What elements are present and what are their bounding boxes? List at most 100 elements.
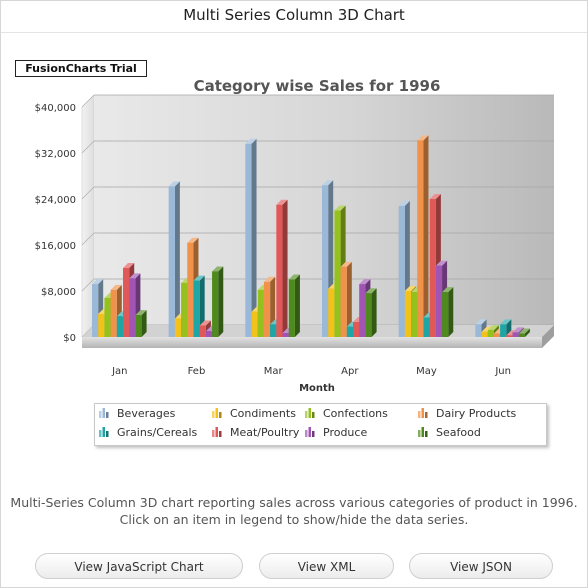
column-top [193, 275, 205, 281]
legend-item[interactable]: Meat/Poultry [212, 426, 299, 442]
column-top [359, 279, 371, 285]
column-top [187, 237, 199, 243]
description-line-1: Multi-Series Column 3D chart reporting s… [10, 495, 578, 510]
floor-side [542, 325, 554, 348]
legend-label: Beverages [117, 407, 176, 420]
column-top [404, 286, 417, 291]
column [181, 282, 188, 337]
column-top [475, 319, 487, 325]
column-side [423, 135, 429, 337]
column [282, 332, 289, 337]
legend-label: Grains/Cereals [117, 426, 198, 439]
column [481, 331, 488, 337]
legend-swatch-icon [99, 427, 109, 437]
column-top [435, 260, 448, 266]
column [92, 284, 99, 337]
column [276, 204, 283, 337]
gridline-side [81, 140, 95, 154]
column [506, 335, 513, 337]
column-side [294, 274, 300, 337]
legend-label: Seafood [436, 426, 481, 439]
column [199, 325, 206, 337]
y-tick-label: $32,000 [35, 149, 76, 160]
y-tick-label: $16,000 [35, 241, 76, 252]
column [493, 333, 501, 337]
column-top [429, 194, 441, 199]
floor-front [82, 337, 542, 348]
legend-label: Confections [323, 407, 388, 420]
column-side [524, 328, 530, 337]
column [359, 284, 366, 337]
legend-label: Produce [323, 426, 368, 439]
column-3d-chart: Category wise Sales for 1996 $0 $8,000 $16… [35, 77, 554, 394]
column [288, 279, 295, 337]
column-top [334, 205, 346, 211]
column [411, 292, 418, 337]
column-top [340, 261, 352, 267]
column-top [129, 273, 141, 279]
column [135, 315, 142, 337]
column [245, 143, 252, 337]
column [322, 185, 329, 337]
x-axis-label: Month [299, 383, 335, 394]
legend-swatch-icon [418, 408, 428, 418]
x-tick-label: Mar [264, 366, 284, 377]
column [104, 297, 111, 337]
x-tick-label: Jan [111, 366, 127, 377]
column-top [168, 181, 180, 187]
column [365, 293, 372, 337]
column [487, 330, 494, 337]
legend-label: Dairy Products [436, 407, 517, 420]
legend-item[interactable]: Grains/Cereals [99, 426, 197, 442]
column-top [276, 199, 288, 205]
x-tick-label: Jun [494, 366, 511, 377]
column-side [251, 138, 257, 337]
column-side [174, 181, 180, 337]
gridline-side [81, 232, 95, 246]
view-xml-button[interactable]: View XML [259, 553, 394, 579]
column-side [371, 288, 377, 337]
column [435, 265, 443, 337]
column [340, 266, 347, 337]
gridline-side [81, 94, 95, 108]
column-top [92, 279, 104, 285]
description-line-2: Click on an item in legend to show/hide … [119, 512, 469, 527]
y-tick-label: $40,000 [35, 103, 76, 114]
legend-item[interactable]: Seafood [418, 426, 481, 442]
column [129, 278, 136, 337]
legend-item[interactable]: Produce [305, 426, 367, 442]
column-top [288, 274, 300, 280]
chart-description: Multi-Series Column 3D chart reporting s… [10, 494, 578, 528]
legend-swatch-icon [212, 408, 222, 418]
view-json-button[interactable]: View JSON [409, 553, 553, 579]
column [263, 281, 271, 337]
column [174, 318, 182, 337]
legend-item[interactable]: Beverages [99, 407, 175, 423]
legend-item[interactable]: Dairy Products [418, 407, 516, 423]
column-top [212, 266, 224, 272]
column-side [199, 275, 205, 337]
column [442, 292, 449, 337]
column [168, 186, 175, 337]
column [500, 324, 507, 337]
column-top [263, 276, 276, 282]
column [257, 289, 264, 337]
column-side [448, 287, 454, 337]
legend-item[interactable]: Confections [305, 407, 388, 423]
trial-badge: FusionCharts Trial [15, 60, 147, 77]
page-title: Multi Series Column 3D Chart [183, 6, 405, 24]
column [518, 333, 525, 337]
column-top [487, 325, 499, 331]
column [270, 324, 277, 337]
view-javascript-chart-button[interactable]: View JavaScript Chart [35, 553, 243, 579]
legend-item[interactable]: Condiments [212, 407, 296, 423]
column [187, 242, 194, 337]
column [212, 271, 219, 337]
column [346, 326, 353, 337]
legend-swatch-icon [305, 427, 315, 437]
column [110, 289, 117, 337]
column [404, 291, 412, 337]
column [251, 311, 258, 337]
column-top [135, 310, 147, 316]
column [429, 199, 436, 337]
